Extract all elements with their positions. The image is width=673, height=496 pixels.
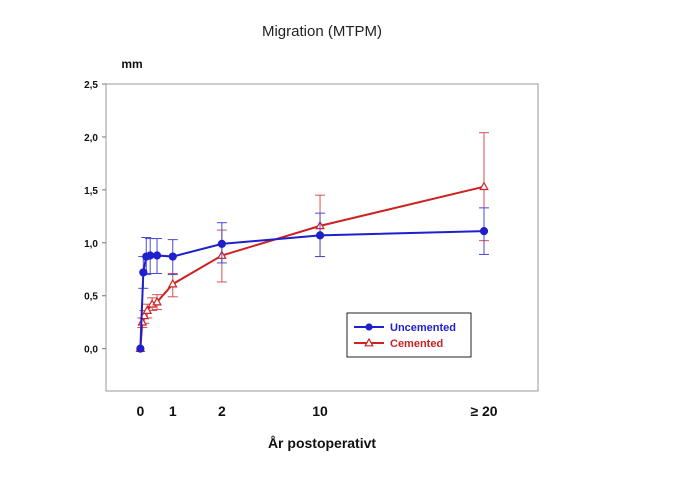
plot-frame: [105, 83, 539, 392]
legend-items: Uncemented Cemented: [354, 322, 456, 350]
y-tick-label: 0,5: [84, 292, 98, 303]
y-tick-label: 1,0: [84, 239, 98, 250]
data-point: [139, 268, 148, 277]
y-tick-label: 2,0: [84, 133, 98, 144]
legend-label: Uncemented: [390, 322, 456, 334]
y-tick-label: 1,5: [84, 186, 98, 197]
chart-title: Migration (MTPM): [262, 23, 382, 40]
x-axis-label: År postoperativt: [268, 435, 376, 451]
data-point: [146, 251, 155, 260]
y-tick-label: 0,0: [84, 345, 98, 356]
data-point: [136, 344, 145, 353]
data-point: [152, 296, 162, 306]
data-point: [152, 251, 162, 260]
y-tick-label: 2,5: [84, 80, 98, 91]
x-tick-label: 1: [169, 403, 177, 419]
data-point: [168, 252, 177, 261]
legend-marker: [365, 323, 373, 331]
data-point: [315, 231, 325, 240]
data-point: [167, 278, 178, 288]
x-tick-label: 0: [136, 403, 144, 419]
x-tick-label: 2: [218, 403, 226, 419]
series-layer: [135, 132, 489, 353]
data-point: [142, 305, 153, 314]
legend-label: Cemented: [390, 338, 443, 350]
legend-marker: [364, 337, 374, 347]
legend-box: [346, 312, 472, 358]
data-point: [479, 227, 489, 236]
y-ticks: 2,5 2,0 1,5 1,0 0,5 0,0: [84, 80, 106, 356]
x-ticks: 0 1 2 10 ≥ 20: [136, 403, 497, 419]
series-uncemented: [136, 207, 489, 353]
y-axis-unit: mm: [121, 57, 142, 71]
x-tick-label: ≥ 20: [470, 403, 497, 419]
data-point: [479, 181, 489, 191]
x-tick-label: 10: [312, 403, 328, 419]
data-point: [217, 239, 226, 248]
legend: Uncemented Cemented: [346, 312, 472, 358]
